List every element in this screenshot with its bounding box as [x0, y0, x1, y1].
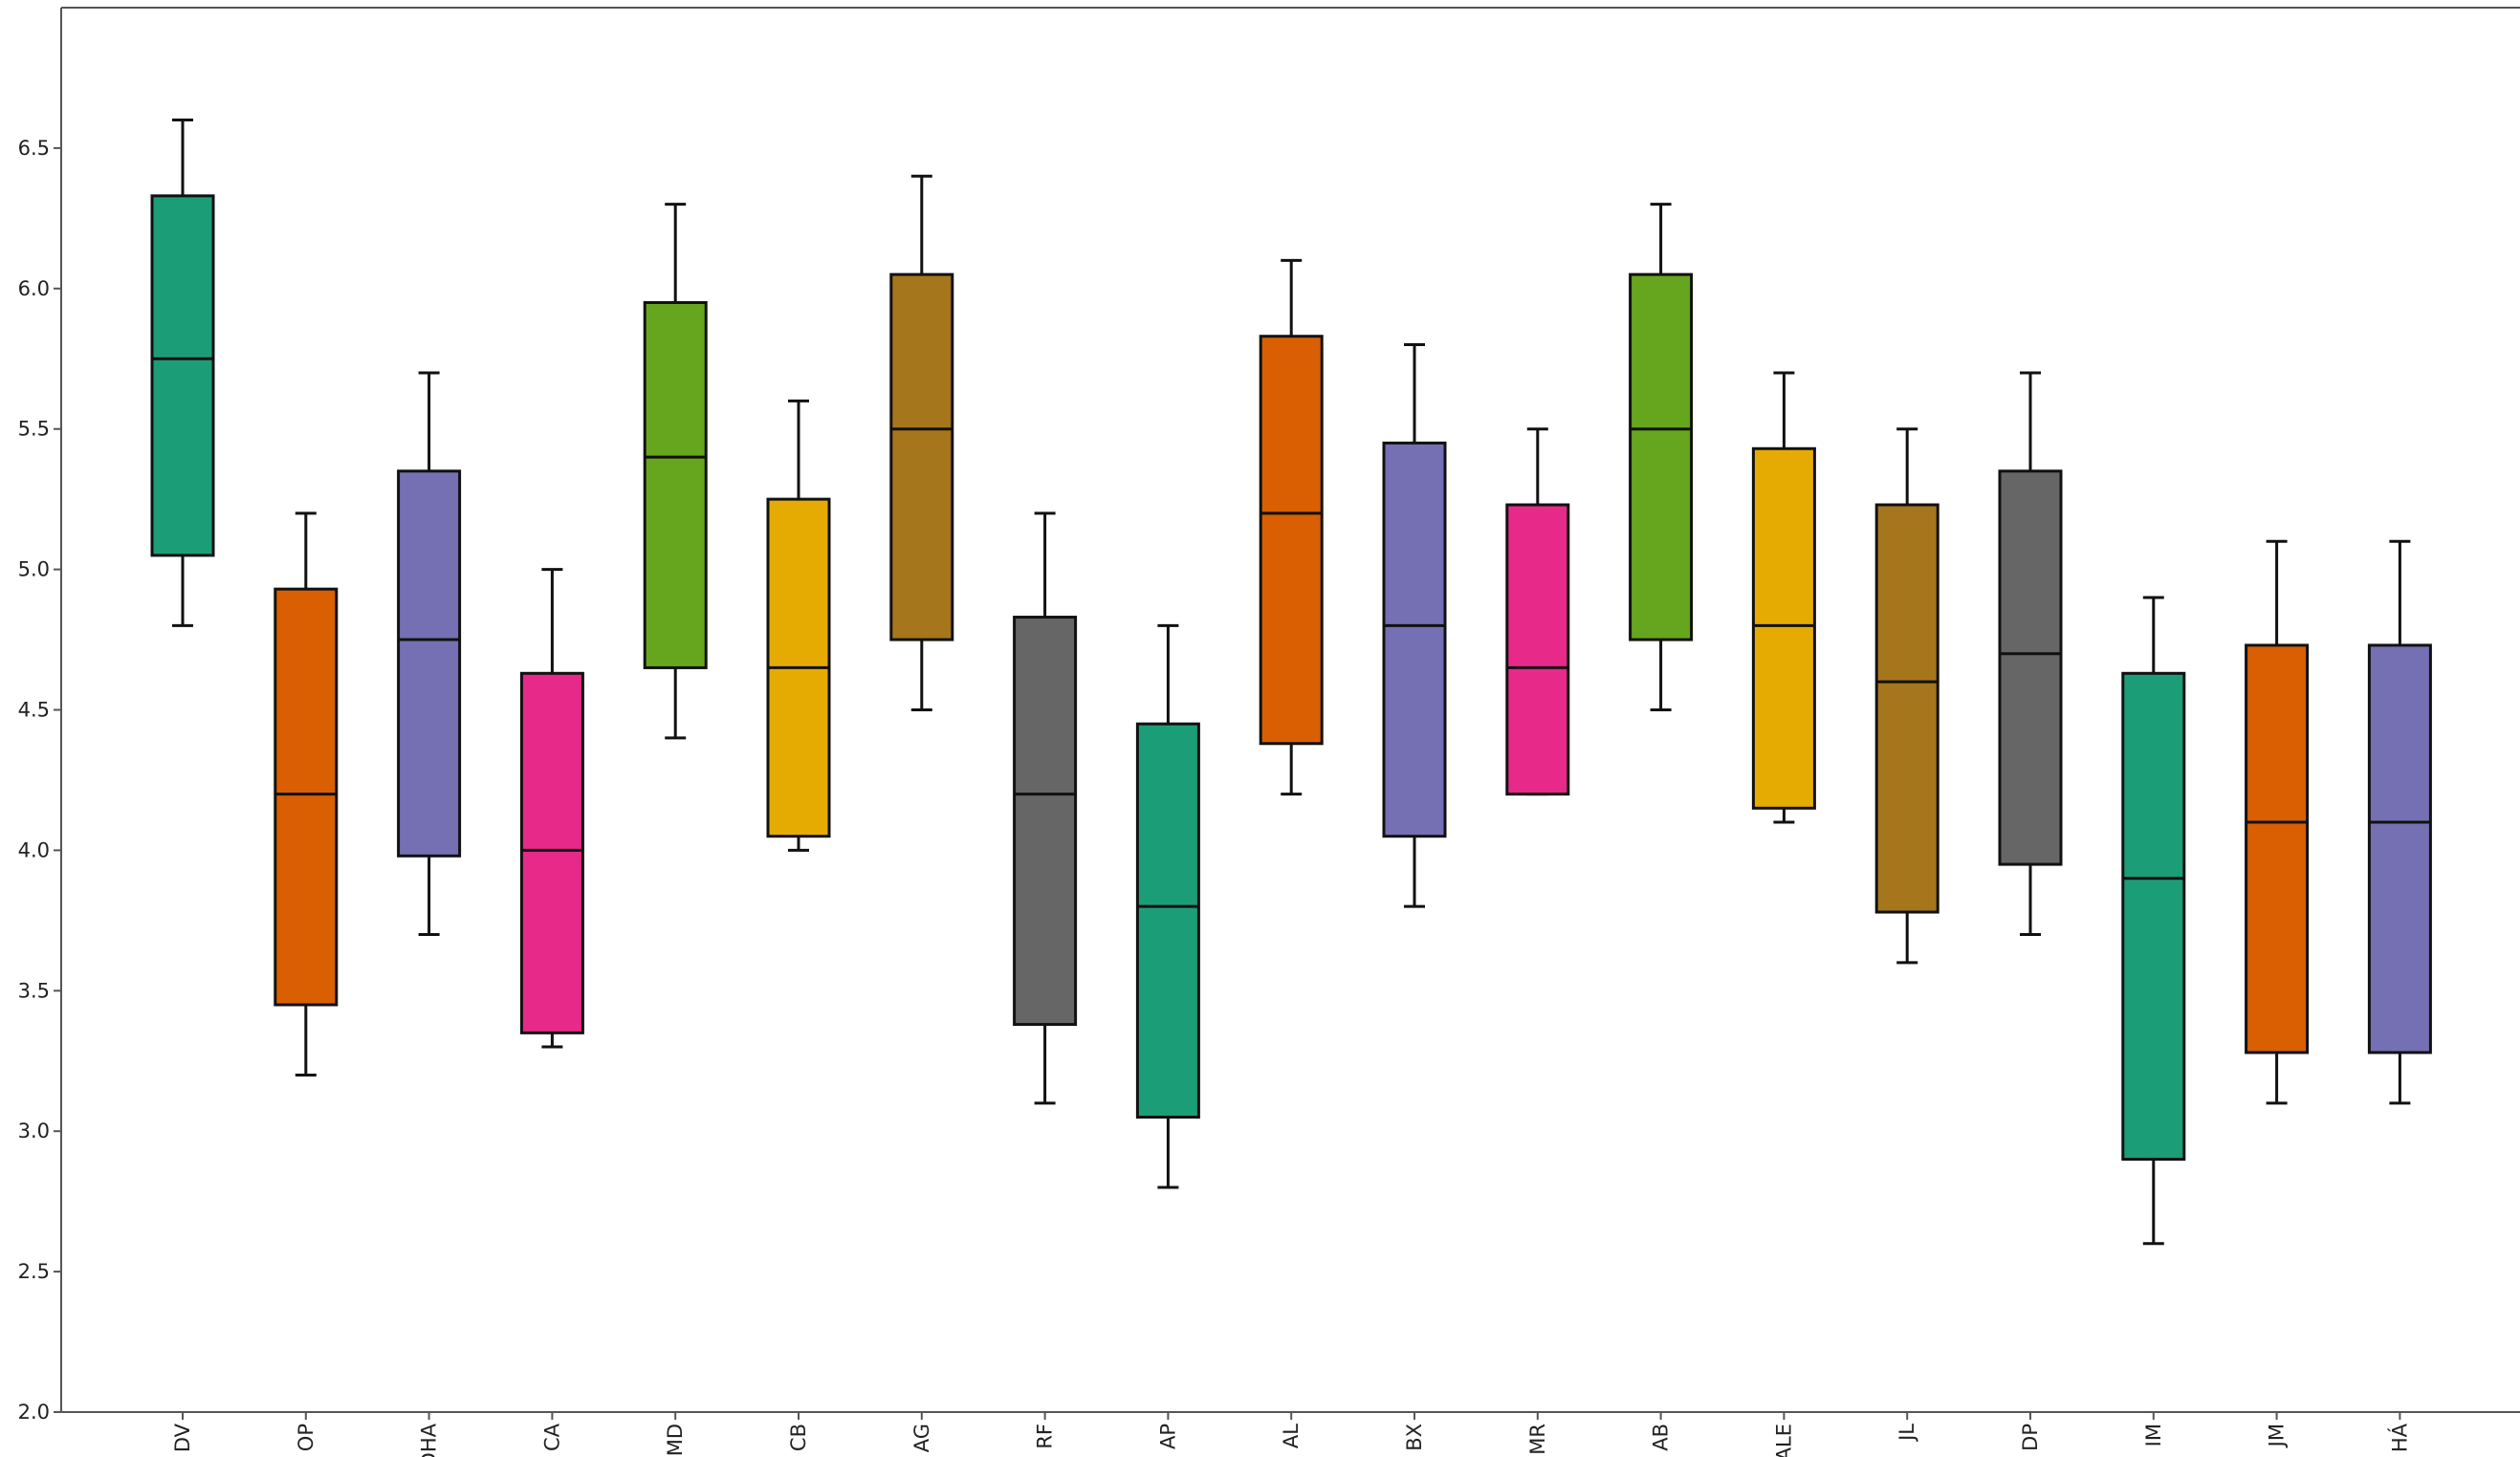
iqr-box: [1505, 503, 1570, 796]
y-tick-label: 6.5: [18, 137, 50, 160]
box-jm: [2245, 539, 2310, 1105]
x-tick-label: MD: [664, 1424, 687, 1456]
y-tick-label: 5.5: [18, 418, 50, 441]
x-tick-label: CB: [787, 1424, 810, 1451]
iqr-box: [519, 671, 584, 1034]
x-tick-label: BX: [1403, 1424, 1426, 1451]
iqr-box: [2121, 671, 2186, 1162]
iqr-box: [2367, 643, 2432, 1055]
iqr-box: [1998, 469, 2063, 866]
box-al: [1259, 258, 1324, 796]
x-tick-label: AB: [1650, 1424, 1673, 1451]
x-tick-label: AG: [910, 1424, 933, 1452]
x-tick-label: OP: [295, 1424, 318, 1451]
y-tick-label: 4.5: [18, 699, 50, 722]
box-ale: [1751, 371, 1816, 824]
iqr-box: [1135, 722, 1200, 1120]
y-tick-label: 4.0: [18, 838, 50, 861]
box-cb: [766, 399, 831, 852]
box-jl: [1874, 427, 1939, 965]
x-tick-label: DV: [171, 1423, 194, 1452]
iqr-box: [1629, 272, 1694, 642]
x-tick-label: DP: [2019, 1424, 2042, 1451]
box-ab: [1629, 203, 1694, 711]
x-tick-label: JL: [1895, 1424, 1918, 1443]
box-ap: [1135, 623, 1200, 1189]
x-tick-label: ALE: [1772, 1424, 1795, 1457]
box-ag: [889, 174, 954, 711]
y-tick-label: 2.5: [18, 1260, 50, 1283]
box-rf: [1013, 511, 1078, 1105]
x-tick-label: CA: [540, 1423, 563, 1451]
box-dha: [397, 371, 462, 937]
iqr-box: [2245, 643, 2310, 1055]
iqr-box: [1382, 441, 1447, 838]
iqr-box: [889, 272, 954, 642]
y-tick-label: 5.0: [18, 558, 50, 581]
box-ca: [519, 568, 584, 1049]
box-dp: [1998, 371, 2063, 937]
y-tick-label: 2.0: [18, 1401, 50, 1424]
iqr-box: [1259, 335, 1324, 746]
iqr-box: [397, 469, 462, 858]
x-axis: DV OP DHA CA MD CB AG RF AP AL BX MR AB ALE JL DP IM JM HÁ: [171, 1412, 2411, 1457]
box-bx: [1382, 343, 1447, 908]
box-op: [274, 511, 339, 1076]
x-tick-label: AL: [1280, 1424, 1303, 1448]
x-tick-label: DHA: [418, 1423, 441, 1457]
x-tick-label: AP: [1156, 1424, 1179, 1449]
box-mr: [1505, 427, 1570, 796]
x-tick-label: JM: [2266, 1424, 2289, 1448]
iqr-box: [643, 300, 708, 669]
iqr-box: [150, 194, 215, 557]
x-tick-label: HÁ: [2387, 1423, 2411, 1452]
iqr-box: [1751, 446, 1816, 810]
box-dv: [150, 119, 215, 627]
box-im: [2121, 596, 2186, 1246]
box-md: [643, 203, 708, 740]
iqr-box: [1013, 616, 1078, 1027]
box-há: [2367, 539, 2432, 1105]
y-tick-label: 3.5: [18, 979, 50, 1002]
x-tick-label: RF: [1034, 1424, 1057, 1449]
boxes: [150, 119, 2432, 1246]
x-tick-label: MR: [1526, 1424, 1549, 1455]
y-axis: 2.0 2.5 3.0 3.5 4.0 4.5 5.0 5.5 6.0 6.5: [18, 137, 61, 1424]
iqr-box: [274, 587, 339, 1007]
iqr-box: [1874, 503, 1939, 914]
y-tick-label: 6.0: [18, 277, 50, 300]
x-tick-label: IM: [2142, 1424, 2165, 1446]
y-tick-label: 3.0: [18, 1120, 50, 1142]
